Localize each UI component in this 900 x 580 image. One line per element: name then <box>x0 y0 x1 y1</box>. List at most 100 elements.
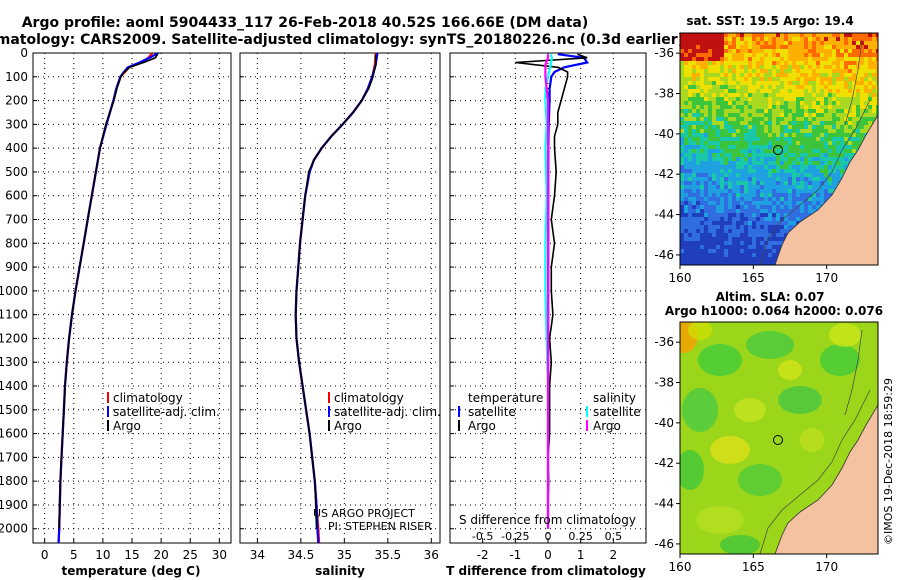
footer-timestamp: ©IMOS 19-Dec-2018 18:59:29 <box>882 378 895 545</box>
sst-cell <box>788 141 792 145</box>
sst-cell <box>752 241 756 245</box>
s-diff-tick-label: -0.25 <box>501 530 529 543</box>
sst-cell <box>764 125 768 129</box>
sst-cell <box>756 133 760 137</box>
sst-cell <box>812 85 816 89</box>
sst-cell <box>704 85 708 89</box>
sst-cell <box>744 105 748 109</box>
sst-cell <box>788 41 792 45</box>
sst-cell <box>840 45 844 49</box>
legend-s-satellite-swatch <box>586 406 588 417</box>
sst-cell <box>772 101 776 105</box>
sst-cell <box>764 177 768 181</box>
sst-cell <box>712 65 716 69</box>
sst-cell <box>776 193 780 197</box>
sst-cell <box>728 173 732 177</box>
sst-cell <box>720 45 724 49</box>
sla-anomaly-blob <box>829 323 861 347</box>
sst-cell <box>688 197 692 201</box>
sst-cell <box>720 253 724 257</box>
sst-cell <box>760 237 764 241</box>
sst-cell <box>840 149 844 153</box>
sst-cell <box>708 177 712 181</box>
sst-cell <box>836 125 840 129</box>
sst-cell <box>704 173 708 177</box>
sst-cell <box>756 73 760 77</box>
sst-cell <box>756 37 760 41</box>
sst-cell <box>692 61 696 65</box>
sst-cell <box>764 89 768 93</box>
sst-cell <box>804 89 808 93</box>
sst-cell <box>696 65 700 69</box>
sst-cell <box>780 133 784 137</box>
sst-cell <box>784 89 788 93</box>
sst-cell <box>844 101 848 105</box>
sst-cell <box>792 65 796 69</box>
sst-cell <box>752 117 756 121</box>
sst-cell <box>788 161 792 165</box>
sst-cell <box>748 73 752 77</box>
sst-cell <box>832 181 836 185</box>
sst-cell <box>864 73 868 77</box>
sst-cell <box>704 169 708 173</box>
sst-cell <box>724 89 728 93</box>
sst-cell <box>732 145 736 149</box>
sst-cell <box>764 141 768 145</box>
sst-cell <box>716 249 720 253</box>
sst-cell <box>700 213 704 217</box>
sst-cell <box>708 101 712 105</box>
sst-cell <box>696 205 700 209</box>
sst-cell <box>748 209 752 213</box>
sst-cell <box>760 165 764 169</box>
sst-cell <box>856 81 860 85</box>
sst-cell <box>720 169 724 173</box>
sst-cell <box>756 229 760 233</box>
sst-cell <box>744 229 748 233</box>
sst-cell <box>840 101 844 105</box>
sst-cell <box>804 117 808 121</box>
sst-cell <box>740 61 744 65</box>
sst-cell <box>700 105 704 109</box>
sst-cell <box>836 33 840 37</box>
sst-cell <box>720 257 724 261</box>
sst-cell <box>792 61 796 65</box>
sst-cell <box>856 121 860 125</box>
sst-cell <box>732 169 736 173</box>
sst-cell <box>852 77 856 81</box>
sst-cell <box>828 57 832 61</box>
sst-cell <box>816 89 820 93</box>
sst-cell <box>796 189 800 193</box>
sst-cell <box>744 225 748 229</box>
sst-cell <box>740 205 744 209</box>
sst-cell <box>680 169 684 173</box>
sst-cell <box>824 69 828 73</box>
sst-cell <box>720 153 724 157</box>
sst-cell <box>776 225 780 229</box>
sst-cell <box>800 181 804 185</box>
sst-cell <box>780 73 784 77</box>
sst-cell <box>752 37 756 41</box>
sst-cell <box>680 117 684 121</box>
sst-cell <box>740 213 744 217</box>
sst-cell <box>740 193 744 197</box>
sst-cell <box>828 101 832 105</box>
sst-cell <box>808 185 812 189</box>
sst-cell <box>860 33 864 37</box>
sst-cell <box>772 93 776 97</box>
sst-cell <box>832 141 836 145</box>
sst-cell <box>696 261 700 265</box>
sst-cell <box>848 41 852 45</box>
sst-cell <box>744 209 748 213</box>
sst-cell <box>740 157 744 161</box>
sst-cell <box>696 257 700 261</box>
sst-cell <box>776 237 780 241</box>
sst-cell <box>720 129 724 133</box>
s-difference-label: S difference from climatology <box>459 513 636 527</box>
sst-cell <box>812 81 816 85</box>
sst-cell <box>740 133 744 137</box>
sst-cell <box>820 77 824 81</box>
sst-cell <box>692 229 696 233</box>
sst-cell <box>724 49 728 53</box>
sst-cell <box>792 109 796 113</box>
sst-cell <box>808 161 812 165</box>
